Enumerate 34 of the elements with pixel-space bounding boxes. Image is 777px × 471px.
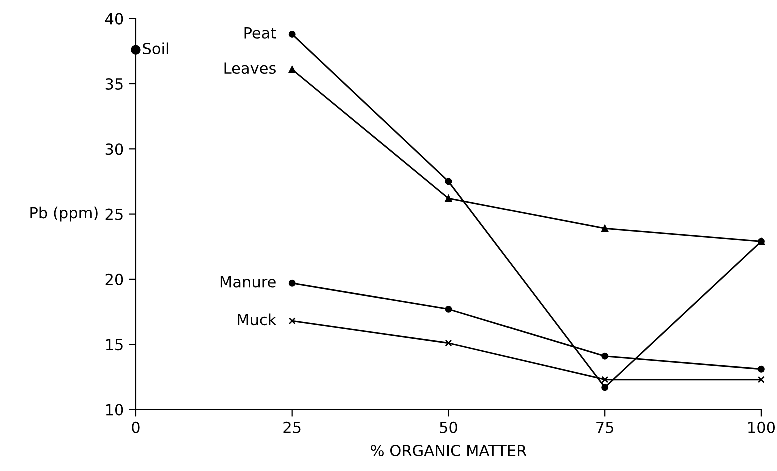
x-tick-label: 50 xyxy=(440,422,458,434)
x-axis-title: % ORGANIC MATTER xyxy=(371,444,527,457)
x-tick-label: 25 xyxy=(284,422,301,434)
y-tick-label: 20 xyxy=(106,274,124,286)
point xyxy=(131,45,141,55)
point xyxy=(445,178,452,186)
x-tick-label: 75 xyxy=(596,422,614,434)
y-axis-title: Pb (ppm) xyxy=(30,206,98,222)
y-tick-label: 15 xyxy=(106,339,123,351)
point xyxy=(288,280,296,287)
y-tick-label: 35 xyxy=(106,78,123,90)
series-label: Leaves xyxy=(224,62,276,74)
point xyxy=(445,340,452,347)
series-label: Peat xyxy=(244,28,276,39)
point xyxy=(602,225,609,232)
x-tick-label: 0 xyxy=(132,422,140,434)
y-tick-label: 40 xyxy=(105,13,124,25)
series-label: Soil xyxy=(143,42,168,55)
point xyxy=(602,384,609,392)
point xyxy=(445,195,452,202)
point xyxy=(288,66,296,74)
series-label: Muck xyxy=(238,314,277,326)
point xyxy=(758,366,765,373)
point xyxy=(758,376,765,384)
point xyxy=(602,376,609,384)
y-tick-label: 10 xyxy=(106,404,124,416)
point xyxy=(288,31,296,38)
x-tick-label: 100 xyxy=(748,422,776,434)
y-tick-label: 25 xyxy=(106,208,123,220)
point xyxy=(445,306,452,313)
series-label: Manure xyxy=(220,276,276,288)
point xyxy=(602,352,609,360)
y-tick-label: 30 xyxy=(106,144,124,156)
point xyxy=(288,318,296,325)
